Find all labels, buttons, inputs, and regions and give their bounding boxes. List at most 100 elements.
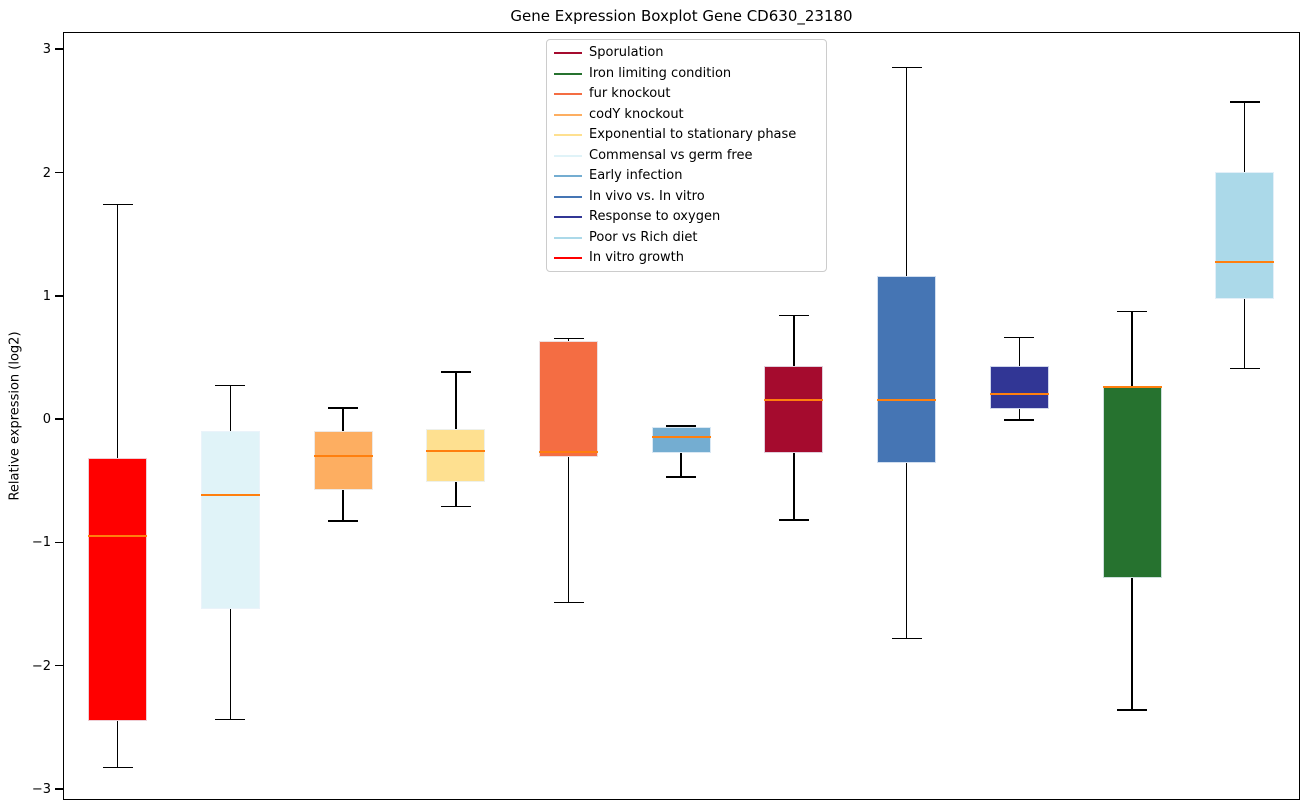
box-rect [989, 365, 1049, 409]
median-line [426, 449, 486, 452]
upper-whisker-cap [215, 384, 246, 387]
legend-color-swatch [554, 93, 582, 95]
upper-whisker-line [1018, 337, 1021, 366]
lower-whisker-cap [1004, 419, 1035, 421]
legend-label: Sporulation [589, 45, 664, 60]
lower-whisker-line [229, 608, 232, 720]
y-tick-label: 3 [42, 42, 51, 58]
legend-color-swatch [554, 134, 582, 136]
lower-whisker-line [116, 720, 119, 768]
upper-whisker-line [905, 67, 908, 276]
y-tick-label: 0 [42, 412, 51, 428]
y-tick-mark [55, 171, 63, 174]
median-line [313, 454, 373, 457]
upper-whisker-cap [666, 425, 697, 427]
lower-whisker-cap [778, 519, 809, 521]
legend-label: In vitro growth [589, 250, 684, 265]
lower-whisker-line [455, 481, 457, 507]
plot-area: Sporulation Iron limiting condition fur kn… [63, 32, 1300, 800]
lower-whisker-cap [891, 637, 922, 640]
upper-whisker-line [342, 407, 344, 432]
box-rect [764, 365, 824, 454]
legend-item-commensal-vs-germ-free: Commensal vs germ free [547, 146, 826, 166]
legend-item-poor-vs-rich-diet: Poor vs Rich diet [547, 228, 826, 248]
legend: Sporulation Iron limiting condition fur kn… [546, 39, 827, 272]
median-line [1102, 385, 1162, 388]
legend-label: Response to oxygen [589, 209, 721, 224]
upper-whisker-line [567, 338, 570, 342]
upper-whisker-cap [891, 66, 922, 69]
upper-whisker-line [116, 204, 119, 459]
legend-item-cody-knockout: codY knockout [547, 105, 826, 125]
legend-color-swatch [554, 257, 582, 259]
box-rect [1102, 385, 1162, 578]
lower-whisker-cap [102, 766, 133, 769]
upper-whisker-cap [328, 407, 359, 409]
lower-whisker-cap [666, 476, 697, 478]
median-line [764, 399, 824, 402]
lower-whisker-line [1243, 299, 1246, 369]
legend-item-in-vivo-vs-in-vitro: In vivo vs. In vitro [547, 187, 826, 207]
upper-whisker-cap [102, 203, 133, 206]
upper-whisker-line [455, 372, 457, 429]
y-tick-label: 2 [42, 165, 51, 181]
lower-whisker-line [905, 463, 908, 639]
lower-whisker-line [342, 490, 344, 522]
upper-whisker-cap [1229, 101, 1260, 103]
upper-whisker-cap [778, 314, 809, 317]
upper-whisker-line [1131, 311, 1133, 386]
legend-color-swatch [554, 113, 582, 116]
y-tick-label: −1 [31, 535, 51, 551]
box-rect [1215, 172, 1275, 300]
upper-whisker-line [229, 385, 232, 432]
lower-whisker-line [1131, 577, 1133, 710]
box-rect [877, 275, 937, 464]
legend-item-iron-limiting-condition: Iron limiting condition [547, 64, 826, 84]
y-tick-label: −3 [31, 781, 51, 797]
legend-color-swatch [554, 72, 582, 75]
box-rect [426, 428, 486, 482]
median-line [539, 451, 598, 454]
legend-label: codY knockout [589, 106, 684, 122]
upper-whisker-cap [440, 371, 471, 373]
legend-color-swatch [554, 216, 582, 218]
lower-whisker-line [793, 453, 795, 520]
legend-color-swatch [554, 175, 582, 177]
legend-label: Early infection [589, 168, 683, 183]
upper-whisker-line [1243, 102, 1246, 173]
legend-item-exponential-to-stationary-phase: Exponential to stationary phase [547, 125, 826, 145]
y-tick-mark [55, 294, 63, 297]
lower-whisker-line [680, 453, 682, 477]
legend-item-fur-knockout: fur knockout [547, 84, 826, 104]
upper-whisker-cap [1004, 336, 1035, 339]
legend-color-swatch [554, 154, 582, 157]
lower-whisker-cap [440, 505, 471, 508]
chart-title: Gene Expression Boxplot Gene CD630_23180 [510, 7, 853, 25]
legend-item-response-to-oxygen: Response to oxygen [547, 207, 826, 227]
box-rect [539, 341, 598, 458]
legend-label: fur knockout [589, 86, 671, 101]
upper-whisker-cap [1117, 310, 1147, 313]
lower-whisker-cap [215, 718, 246, 721]
lower-whisker-line [1018, 408, 1021, 421]
upper-whisker-cap [553, 337, 584, 340]
legend-item-in-vitro-growth: In vitro growth [547, 248, 826, 268]
median-line [877, 399, 937, 402]
box-rect [651, 427, 711, 454]
median-line [989, 393, 1049, 396]
median-line [200, 494, 260, 497]
y-tick-mark [55, 664, 63, 667]
y-tick-label: 1 [42, 288, 51, 304]
lower-whisker-cap [1229, 367, 1260, 370]
legend-color-swatch [554, 195, 582, 198]
y-tick-label: −2 [31, 658, 51, 674]
y-tick-mark [55, 788, 63, 790]
upper-whisker-line [793, 315, 795, 366]
legend-item-early-infection: Early infection [547, 166, 826, 186]
median-line [651, 436, 711, 439]
y-tick-mark [55, 418, 63, 420]
median-line [88, 534, 148, 537]
median-line [1215, 261, 1275, 264]
legend-label: Exponential to stationary phase [589, 127, 797, 142]
